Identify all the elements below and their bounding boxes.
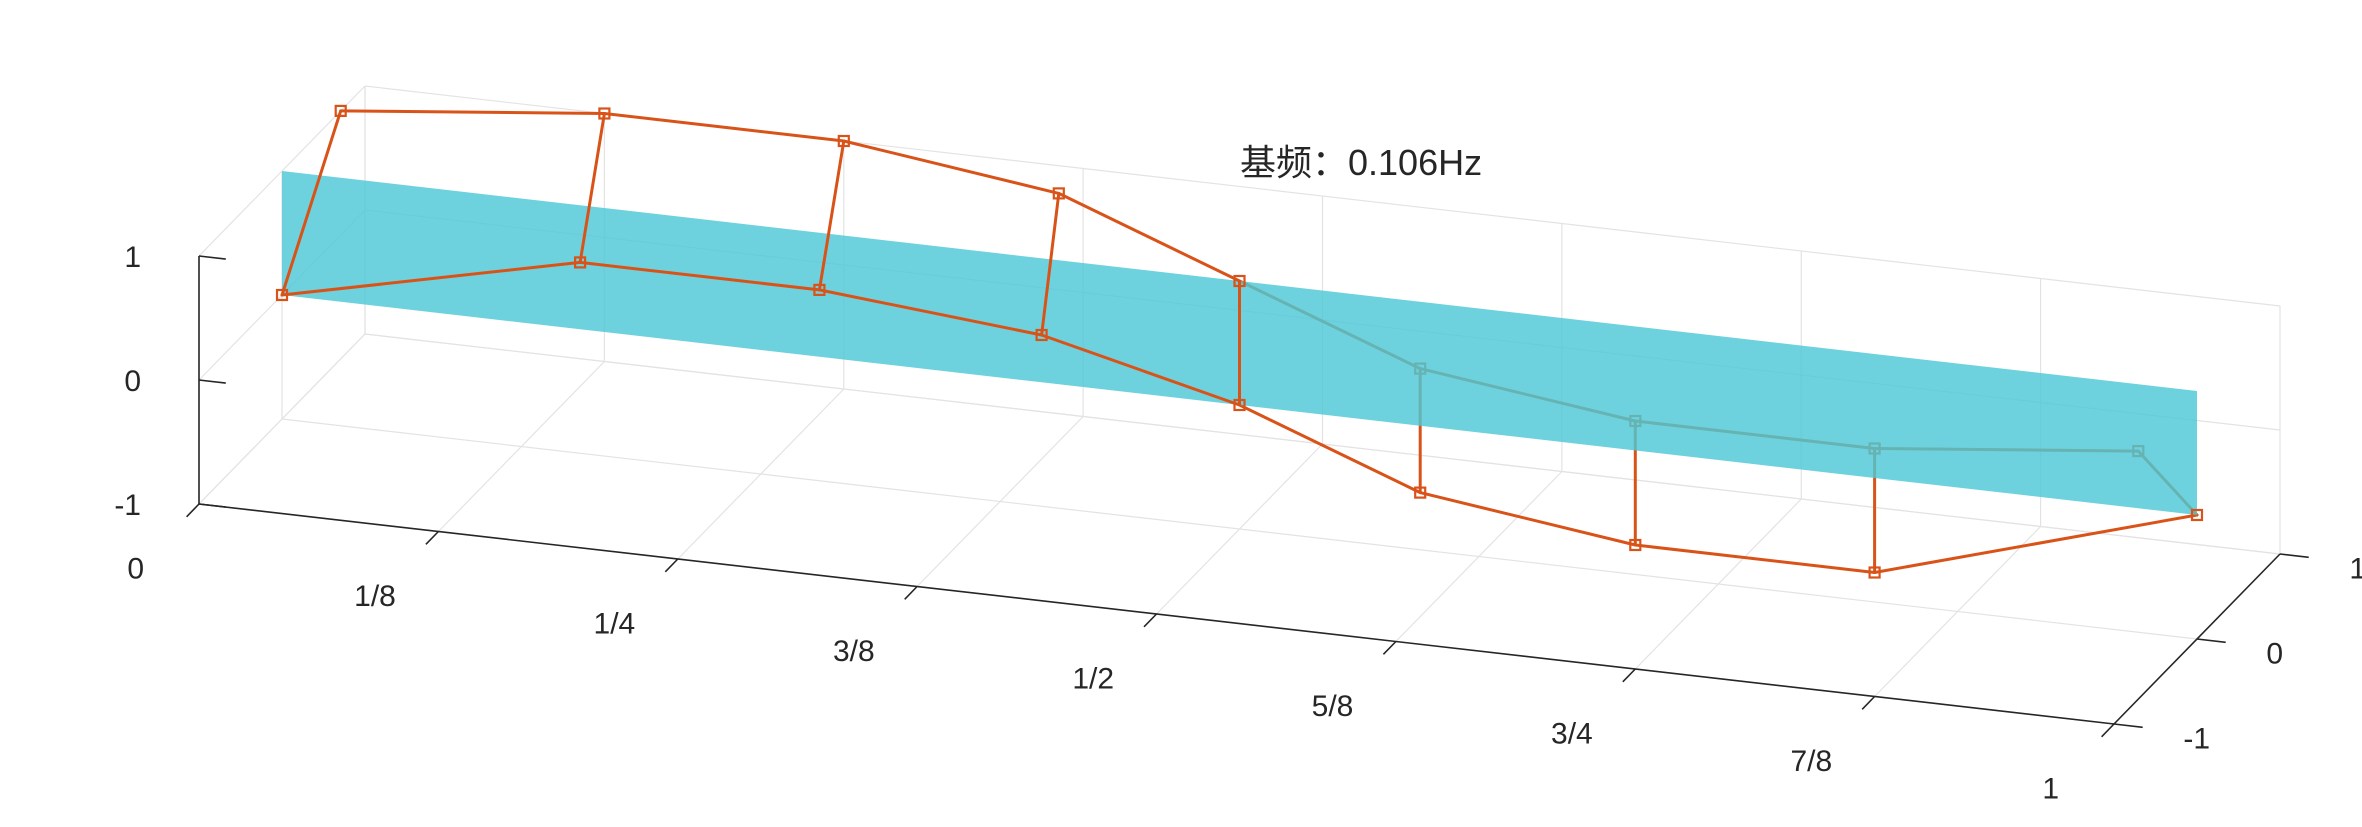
series-marker xyxy=(1414,486,1427,499)
z-tick-mark xyxy=(198,503,226,508)
x-tick-mark xyxy=(1622,668,1636,683)
series-marker xyxy=(334,104,347,118)
series-connector-segment xyxy=(1040,191,1061,337)
y-tick-mark xyxy=(2113,723,2143,729)
series-marker xyxy=(1052,187,1065,200)
series-bottom-segment xyxy=(1040,333,1241,407)
series-bottom-segment xyxy=(1873,513,2199,574)
x-tick-mark xyxy=(1143,613,1158,628)
x-tick-label: 1/8 xyxy=(354,580,396,613)
series-connector-segment xyxy=(817,139,846,292)
x-tick-mark xyxy=(664,558,679,573)
x-tick-mark xyxy=(2101,723,2115,738)
series-bottom-segment xyxy=(280,260,582,297)
series-marker xyxy=(2190,508,2204,522)
series-marker xyxy=(1629,538,1642,552)
series-marker xyxy=(813,283,826,296)
grid-line xyxy=(281,418,2198,640)
x-tick-label: 7/8 xyxy=(1790,745,1832,778)
x-tick-label: 3/8 xyxy=(833,635,875,668)
z-tick-label: 1 xyxy=(124,241,141,274)
x-tick-label: 3/4 xyxy=(1551,717,1593,750)
series-bottom-segment xyxy=(817,288,1044,337)
series-connector-segment xyxy=(578,112,606,264)
series-marker xyxy=(1868,566,1881,579)
y-tick-mark xyxy=(2196,638,2226,644)
annotation-text: 基频：0.106Hz xyxy=(1240,142,1482,183)
series-top-segment xyxy=(1057,191,1241,283)
x-tick-mark xyxy=(904,585,918,600)
tick-label-layer: 0 1/8 1/4 3/8 1/2 5/8 3/4 7/8 1 1 0 -1 1 0 -1 xyxy=(114,241,2362,805)
series-marker xyxy=(1035,328,1048,342)
series-top-segment xyxy=(842,139,1061,195)
series-marker xyxy=(837,134,850,148)
x-tick-label: 0 xyxy=(127,552,144,585)
front-of-plane-layer xyxy=(275,104,2204,522)
series-bottom-segment xyxy=(1418,491,1637,547)
x-tick-label: 1 xyxy=(2042,772,2059,805)
series-top-segment xyxy=(339,109,606,115)
axis-layer xyxy=(186,255,2309,738)
x-tick-mark xyxy=(1382,640,1397,655)
x-tick-label: 1/4 xyxy=(594,607,636,640)
y-tick-label: 1 xyxy=(2349,553,2362,586)
y-tick-label: -1 xyxy=(2183,723,2210,756)
x-tick-mark xyxy=(425,530,439,545)
series-bottom-segment xyxy=(578,260,821,292)
z-tick-mark xyxy=(198,379,226,384)
series-marker xyxy=(275,288,289,302)
series-top-segment xyxy=(602,112,846,143)
z-tick-label: -1 xyxy=(114,489,141,522)
series-marker xyxy=(598,107,611,120)
x-tick-mark xyxy=(1861,695,1876,710)
x-tick-label: 5/8 xyxy=(1312,690,1354,723)
z-tick-mark xyxy=(198,255,226,260)
grid-line xyxy=(198,333,366,505)
x-tick-mark xyxy=(186,503,200,518)
series-marker xyxy=(1233,274,1246,288)
series-marker xyxy=(1233,398,1246,412)
y-tick-label: 0 xyxy=(2266,638,2283,671)
series-bottom-segment xyxy=(1238,403,1422,495)
x-tick-label: 1/2 xyxy=(1072,662,1114,695)
series-connector-segment xyxy=(280,109,343,297)
z-tick-label: 0 xyxy=(124,365,141,398)
series-marker xyxy=(573,256,587,269)
y-tick-mark xyxy=(2279,553,2309,559)
series-bottom-segment xyxy=(1633,543,1877,574)
